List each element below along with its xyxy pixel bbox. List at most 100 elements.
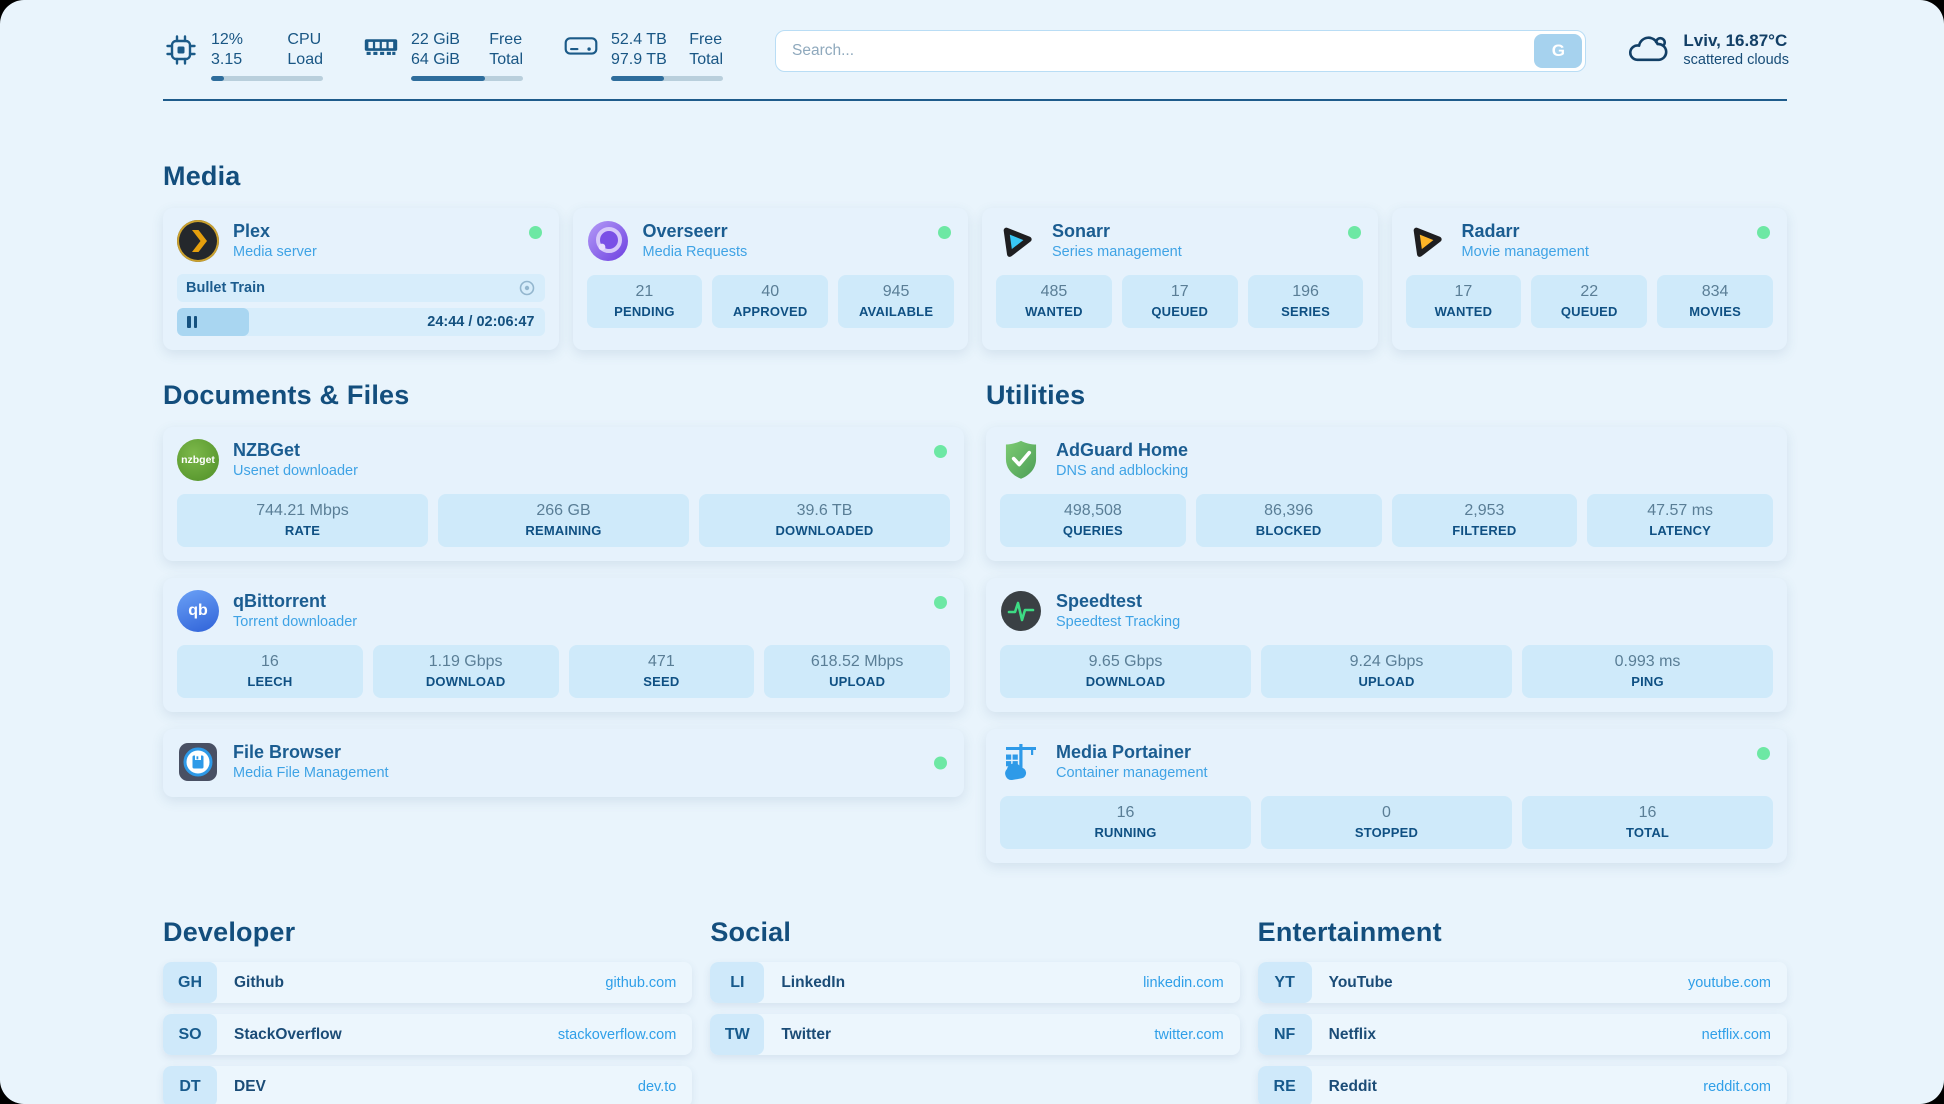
status-dot (1347, 226, 1361, 239)
stat-value: 17 (1170, 283, 1189, 300)
adguard-card[interactable]: AdGuard Home DNS and adblocking 498,508 … (986, 427, 1787, 561)
stat-label: APPROVED (732, 304, 808, 319)
status-dot (934, 756, 947, 770)
bookmark-name: StackOverflow (234, 1025, 342, 1043)
bookmark-badge: LI (710, 962, 765, 1003)
bookmark-linkedin[interactable]: LI LinkedIn linkedin.com (710, 962, 1240, 1003)
stat-box: 618.52 Mbps UPLOAD (764, 645, 950, 698)
radarr-icon (1403, 217, 1450, 264)
qbittorrent-icon: qb (177, 590, 219, 632)
status-dot (934, 596, 947, 609)
bullseye-icon[interactable] (518, 279, 536, 297)
filebrowser-card[interactable]: File Browser Media File Management (163, 729, 964, 797)
stat-box: 21 PENDING (586, 275, 703, 328)
bookmark-name: DEV (234, 1077, 266, 1095)
memory-icon (363, 32, 399, 68)
cpu-widget: 12% 3.15 CPU Load (163, 30, 323, 81)
stat-box: 0.993 ms PING (1522, 645, 1773, 698)
overseerr-card[interactable]: Overseerr Media Requests 21 PENDING 40 A… (572, 208, 968, 350)
bookmark-reddit[interactable]: RE Reddit reddit.com (1257, 1066, 1787, 1104)
stat-value: 2,953 (1464, 502, 1505, 519)
disk-progressbar (611, 76, 723, 81)
overseerr-icon (587, 220, 629, 262)
search-input[interactable] (775, 30, 1587, 72)
status-dot (1757, 747, 1770, 760)
app-subtitle: Torrent downloader (233, 614, 358, 630)
portainer-card[interactable]: Media Portainer Container management 16 … (986, 729, 1787, 863)
app-name: Media Portainer (1056, 742, 1192, 762)
status-dot (938, 226, 951, 239)
section-title-media: Media (163, 161, 241, 191)
section-title-developer: Developer (163, 917, 296, 947)
bookmark-youtube[interactable]: YT YouTube youtube.com (1257, 962, 1787, 1003)
status-dot (1757, 226, 1770, 239)
nzbget-card[interactable]: nzbget NZBGet Usenet downloader 744.21 M… (163, 427, 964, 561)
bookmark-url: reddit.com (1703, 1078, 1771, 1095)
stat-label: QUERIES (1062, 523, 1123, 538)
bookmark-url: twitter.com (1154, 1026, 1224, 1043)
section-title-utilities: Utilities (986, 380, 1086, 410)
bookmark-github[interactable]: GH Github github.com (163, 962, 693, 1003)
plex-icon (177, 220, 219, 262)
header-divider (163, 99, 1787, 101)
app-name: NZBGet (233, 440, 300, 460)
bookmark-badge: RE (1257, 1066, 1312, 1104)
stat-label: UPLOAD (829, 674, 886, 689)
app-name: qBittorrent (233, 591, 326, 611)
status-dot (528, 226, 542, 239)
stat-label: RUNNING (1094, 825, 1157, 840)
app-subtitle: Usenet downloader (233, 463, 358, 479)
stat-box: 945 AVAILABLE (838, 275, 954, 328)
stat-box: 0 STOPPED (1261, 796, 1512, 849)
bookmark-dev[interactable]: DT DEV dev.to (163, 1066, 693, 1104)
stat-value: 86,396 (1264, 502, 1314, 519)
plex-card[interactable]: Plex Media server Bullet Train (163, 208, 559, 350)
stat-box: 22 QUEUED (1531, 275, 1648, 328)
memory-widget: 22 GiB 64 GiB Free Total (363, 30, 523, 81)
stat-box: 266 GB REMAINING (438, 494, 689, 547)
stat-value: 39.6 TB (796, 502, 853, 519)
stat-label: WANTED (1434, 304, 1493, 319)
stat-box: 471 SEED (568, 645, 755, 698)
memory-progressbar (411, 76, 523, 81)
stat-value: 196 (1292, 283, 1319, 300)
adguard-icon (1000, 439, 1042, 481)
speedtest-card[interactable]: Speedtest Speedtest Tracking 9.65 Gbps D… (986, 578, 1787, 712)
app-name: File Browser (233, 742, 342, 762)
stat-value: 16 (1116, 804, 1135, 821)
section-title-documents: Documents & Files (163, 380, 410, 410)
cpu-label-2: Load (287, 51, 323, 68)
bookmark-stackoverflow[interactable]: SO StackOverflow stackoverflow.com (163, 1014, 693, 1055)
bookmark-badge: SO (163, 1014, 217, 1055)
stat-box: 47.57 ms LATENCY (1587, 494, 1773, 547)
bookmark-badge: NF (1257, 1014, 1312, 1055)
stat-value: 498,508 (1063, 502, 1122, 519)
radarr-card[interactable]: Radarr Movie management 17 WANTED 22 QUE… (1391, 208, 1787, 350)
now-playing-title: Bullet Train (186, 280, 265, 296)
bookmark-name: LinkedIn (781, 973, 846, 991)
bookmark-netflix[interactable]: NF Netflix netflix.com (1257, 1014, 1787, 1055)
nzbget-icon-label: nzbget (181, 454, 215, 466)
app-name: Speedtest (1056, 591, 1143, 611)
playback-time: 24:44 / 02:06:47 (427, 314, 535, 330)
bookmark-url: stackoverflow.com (557, 1026, 677, 1043)
disk-icon (563, 32, 599, 68)
stat-box: 9.24 Gbps UPLOAD (1261, 645, 1512, 698)
stat-value: 9.65 Gbps (1088, 653, 1163, 670)
sonarr-card[interactable]: Sonarr Series management 485 WANTED 17 Q… (982, 208, 1378, 350)
qbittorrent-card[interactable]: qb qBittorrent Torrent downloader 16 (163, 578, 964, 712)
bookmark-twitter[interactable]: TW Twitter twitter.com (710, 1014, 1240, 1055)
stat-box: 2,953 FILTERED (1391, 494, 1578, 547)
stat-value: 47.57 ms (1647, 502, 1714, 519)
google-search-button[interactable]: G (1534, 34, 1583, 68)
app-name: Overseerr (642, 221, 728, 241)
memory-total: 64 GiB (411, 51, 460, 68)
bookmark-badge: DT (163, 1066, 217, 1104)
app-subtitle: Movie management (1461, 244, 1589, 260)
memory-label-2: Total (489, 51, 523, 68)
stat-value: 22 (1580, 283, 1599, 300)
stat-label: LEECH (247, 674, 293, 689)
stat-box: 1.19 Gbps DOWNLOAD (372, 645, 559, 698)
stat-label: UPLOAD (1358, 674, 1415, 689)
